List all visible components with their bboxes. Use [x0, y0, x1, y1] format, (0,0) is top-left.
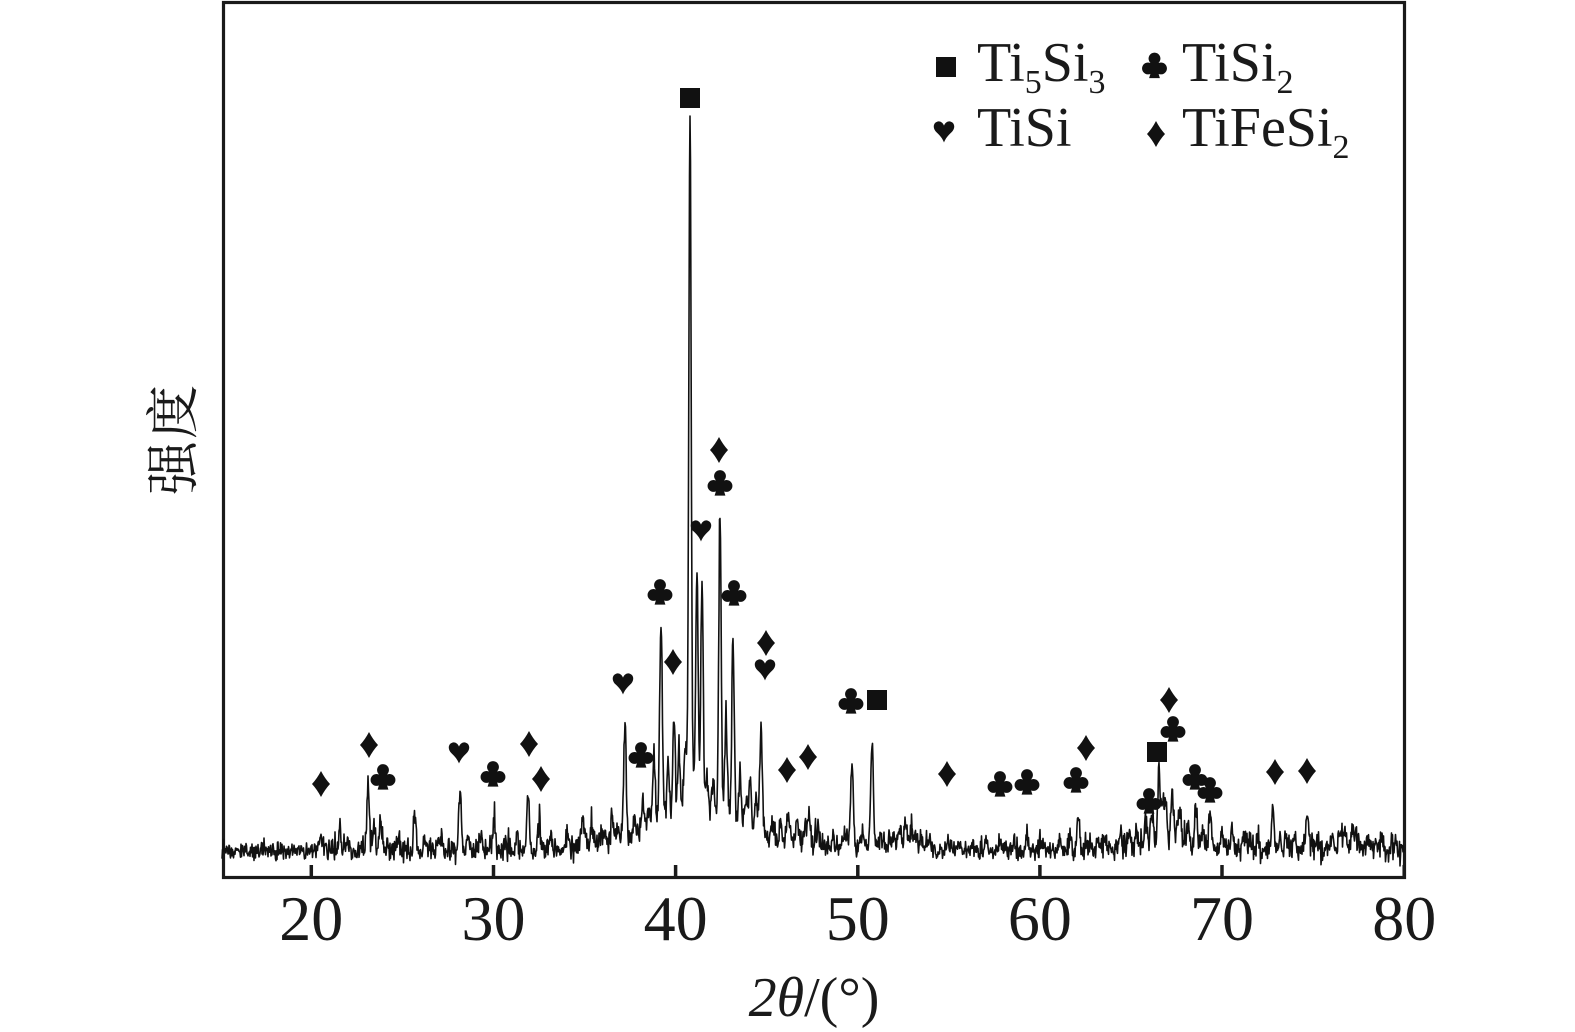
svg-text:60: 60: [1008, 883, 1072, 954]
svg-text:80: 80: [1372, 883, 1436, 954]
svg-text:Ti5Si3: Ti5Si3: [977, 32, 1106, 101]
svg-text:2θ/(°): 2θ/(°): [749, 967, 880, 1029]
svg-text:TiSi2: TiSi2: [1182, 32, 1294, 101]
svg-text:70: 70: [1190, 883, 1254, 954]
svg-text:30: 30: [462, 883, 526, 954]
svg-text:20: 20: [279, 883, 343, 954]
svg-text:TiFeSi2: TiFeSi2: [1182, 97, 1350, 166]
svg-text:50: 50: [826, 883, 890, 954]
svg-text:40: 40: [644, 883, 708, 954]
svg-text:TiSi: TiSi: [977, 97, 1072, 159]
